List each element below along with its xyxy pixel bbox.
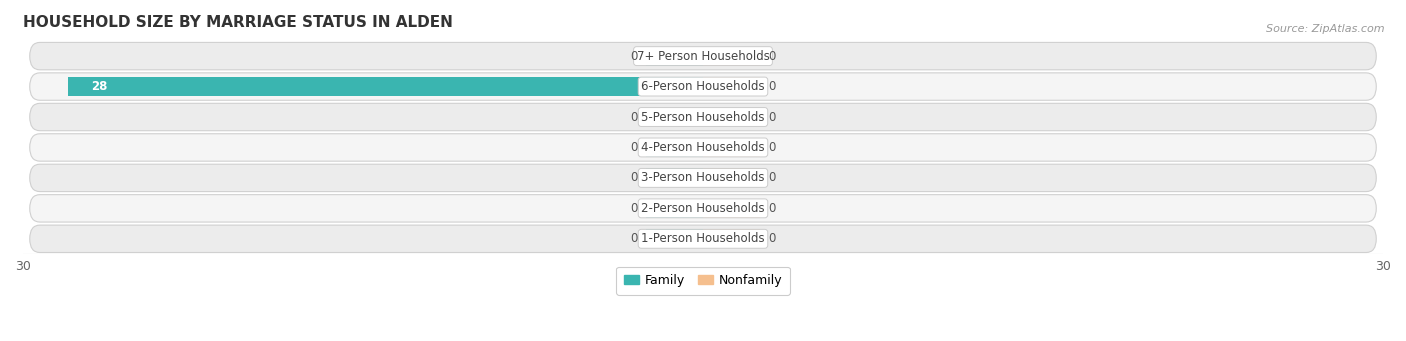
Text: 0: 0 <box>769 141 776 154</box>
Text: 0: 0 <box>630 49 637 63</box>
Bar <box>647 138 703 157</box>
FancyBboxPatch shape <box>30 225 1376 252</box>
Text: 0: 0 <box>769 110 776 123</box>
FancyBboxPatch shape <box>30 42 1376 70</box>
Text: 0: 0 <box>769 172 776 184</box>
FancyBboxPatch shape <box>30 73 1376 100</box>
Text: 0: 0 <box>630 172 637 184</box>
FancyBboxPatch shape <box>30 195 1376 222</box>
FancyBboxPatch shape <box>30 134 1376 161</box>
Bar <box>703 107 759 127</box>
Bar <box>703 168 759 187</box>
Text: 5-Person Households: 5-Person Households <box>641 110 765 123</box>
Bar <box>647 168 703 187</box>
Bar <box>647 107 703 127</box>
Text: 0: 0 <box>630 110 637 123</box>
Text: 0: 0 <box>630 141 637 154</box>
Text: 6-Person Households: 6-Person Households <box>641 80 765 93</box>
Legend: Family, Nonfamily: Family, Nonfamily <box>616 267 790 295</box>
FancyBboxPatch shape <box>30 103 1376 131</box>
Text: 0: 0 <box>769 80 776 93</box>
Text: 7+ Person Households: 7+ Person Households <box>637 49 769 63</box>
Text: 0: 0 <box>630 232 637 245</box>
Bar <box>703 47 759 65</box>
Bar <box>703 229 759 248</box>
Text: 0: 0 <box>769 49 776 63</box>
Text: 3-Person Households: 3-Person Households <box>641 172 765 184</box>
Bar <box>69 77 703 96</box>
Bar <box>703 138 759 157</box>
Text: 4-Person Households: 4-Person Households <box>641 141 765 154</box>
Bar <box>647 199 703 218</box>
Bar <box>647 47 703 65</box>
Text: HOUSEHOLD SIZE BY MARRIAGE STATUS IN ALDEN: HOUSEHOLD SIZE BY MARRIAGE STATUS IN ALD… <box>22 15 453 30</box>
Text: Source: ZipAtlas.com: Source: ZipAtlas.com <box>1267 24 1385 34</box>
Text: 1-Person Households: 1-Person Households <box>641 232 765 245</box>
Bar <box>703 77 759 96</box>
Text: 28: 28 <box>91 80 107 93</box>
Bar <box>647 229 703 248</box>
Text: 2-Person Households: 2-Person Households <box>641 202 765 215</box>
Text: 0: 0 <box>630 202 637 215</box>
Bar <box>703 199 759 218</box>
FancyBboxPatch shape <box>30 164 1376 192</box>
Text: 0: 0 <box>769 202 776 215</box>
Text: 0: 0 <box>769 232 776 245</box>
